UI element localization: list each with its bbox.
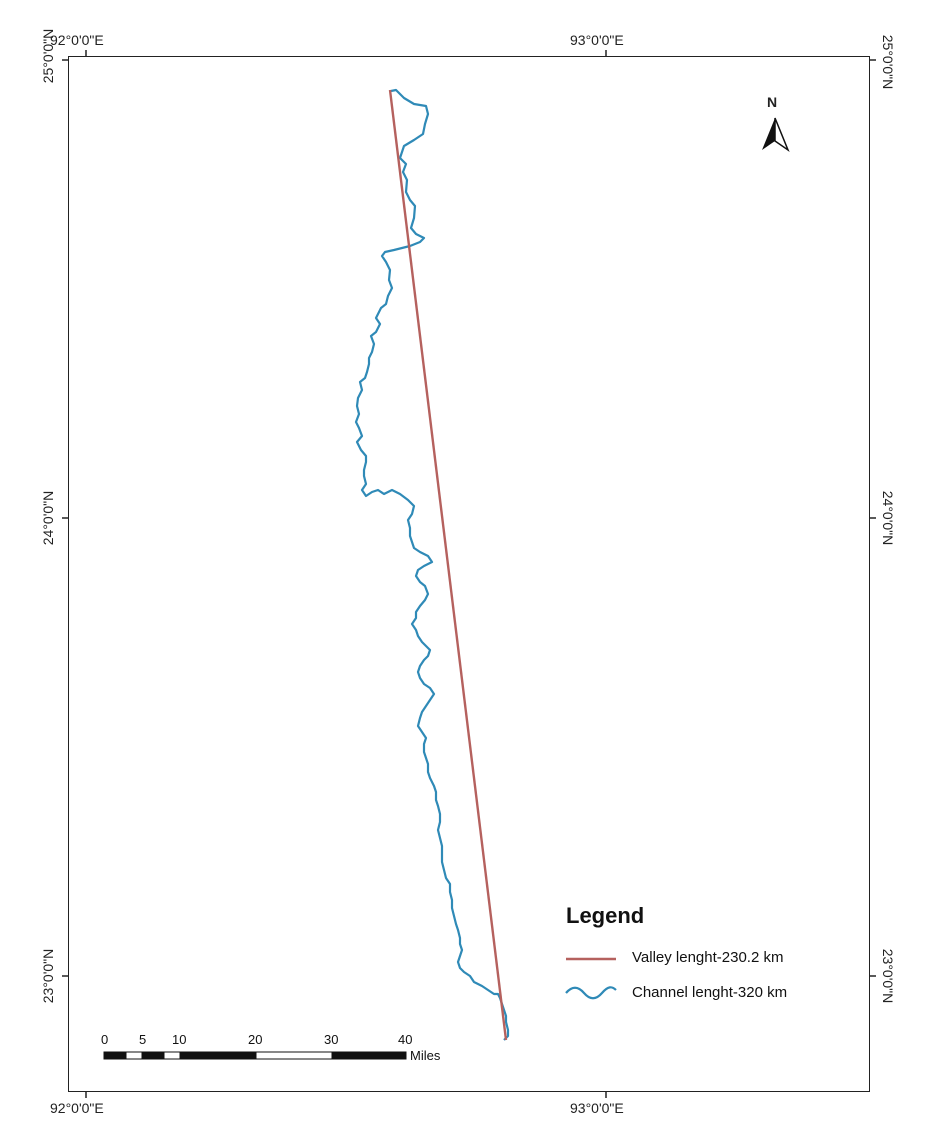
legend-title: Legend xyxy=(566,903,645,928)
graticule-ticks xyxy=(62,50,876,1098)
legend-item-channel: Channel lenght-320 km xyxy=(632,984,788,1001)
north-arrow-icon xyxy=(762,117,790,153)
channel-line xyxy=(354,88,510,1041)
longitude-label-bottom-right: 93°0'0"E xyxy=(570,1100,624,1116)
scale-tick-10: 10 xyxy=(172,1032,187,1047)
scale-tick-5: 5 xyxy=(139,1032,147,1047)
scale-tick-0: 0 xyxy=(101,1032,109,1047)
longitude-label-top-left: 92°0'0"E xyxy=(50,32,104,48)
scale-tick-40: 40 xyxy=(398,1032,413,1047)
legend-item-valley: Valley lenght-230.2 km xyxy=(632,949,784,966)
legend-channel-symbol xyxy=(565,986,617,1000)
scale-tick-30: 30 xyxy=(324,1032,339,1047)
scale-unit: Miles xyxy=(410,1048,441,1063)
valley-line xyxy=(388,89,508,1041)
map-frame xyxy=(68,56,870,1092)
scale-bar-graphic xyxy=(103,1051,407,1060)
north-label: N xyxy=(767,94,778,110)
longitude-label-bottom-left: 92°0'0"E xyxy=(50,1100,104,1116)
longitude-label-top-right: 93°0'0"E xyxy=(570,32,624,48)
scale-tick-20: 20 xyxy=(248,1032,263,1047)
